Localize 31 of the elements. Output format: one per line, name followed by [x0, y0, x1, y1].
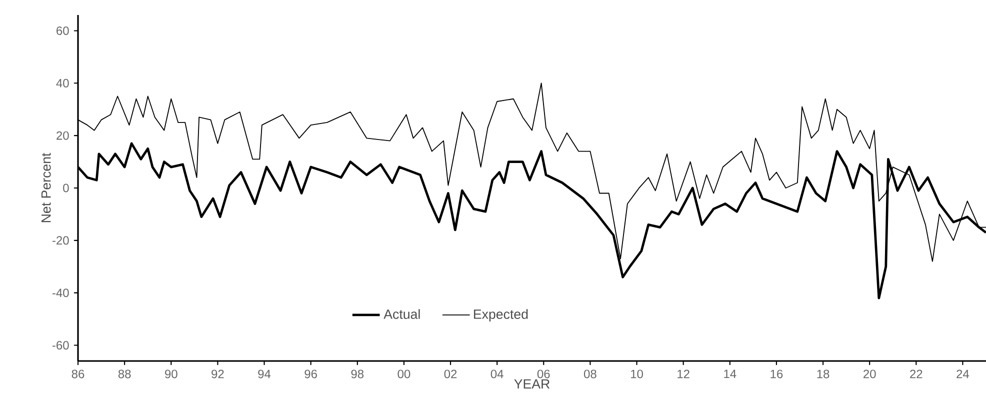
x-tick-label: 22: [910, 370, 922, 378]
x-tick-label: 98: [351, 370, 364, 378]
x-tick-label: 20: [864, 370, 876, 378]
y-tick-label: -20: [52, 236, 69, 245]
x-tick-label: 18: [817, 370, 830, 378]
x-tick-label: 88: [118, 370, 131, 378]
y-tick-label: -40: [52, 288, 69, 298]
x-axis-title: YEAR: [514, 379, 550, 389]
x-tick-label: 94: [258, 370, 271, 378]
x-tick-label: 12: [678, 370, 690, 378]
y-tick-label: 60: [56, 26, 69, 35]
x-tick-label: 92: [212, 370, 224, 378]
x-tick-label: 04: [490, 370, 504, 378]
y-tick-label: 20: [56, 131, 69, 140]
x-tick-label: 86: [72, 370, 84, 378]
legend-label: Actual: [384, 309, 420, 319]
y-tick-label: 40: [56, 78, 69, 88]
x-tick-label: 90: [165, 370, 178, 378]
x-tick-label: 16: [770, 370, 783, 378]
x-tick-label: 10: [631, 370, 643, 378]
x-tick-label: 06: [537, 370, 550, 378]
x-tick-label: 14: [724, 370, 736, 378]
x-tick-label: 08: [584, 370, 596, 378]
y-tick-label: 0: [63, 184, 69, 192]
x-tick-label: 96: [304, 370, 317, 378]
x-tick-label: 00: [398, 370, 410, 378]
x-tick-label: 24: [956, 370, 970, 378]
y-tick-label: -60: [52, 341, 69, 350]
y-axis-title: Net Percent: [41, 152, 51, 222]
legend-label: Expected: [474, 309, 528, 322]
x-tick-label: 02: [444, 370, 457, 378]
